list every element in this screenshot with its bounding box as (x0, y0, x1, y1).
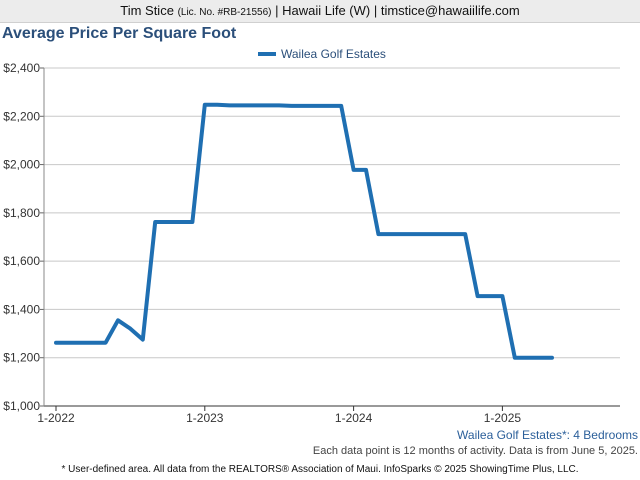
data-point[interactable] (536, 354, 544, 362)
data-point[interactable] (238, 101, 246, 109)
y-tick-label: $1,800 (3, 206, 40, 220)
data-point[interactable] (114, 316, 122, 324)
chart-subtitle: Wailea Golf Estates*: 4 Bedrooms (457, 428, 638, 442)
data-point[interactable] (188, 218, 196, 226)
data-point[interactable] (52, 339, 60, 347)
x-axis: 1-2022 1-2023 1-2024 1-2025 (37, 406, 521, 425)
legend[interactable]: Wailea Golf Estates (258, 46, 386, 62)
footer-disclaimer: * User-defined area. All data from the R… (61, 464, 579, 475)
data-point[interactable] (461, 230, 469, 238)
data-point[interactable] (263, 101, 271, 109)
data-point[interactable] (511, 354, 519, 362)
data-point[interactable] (288, 102, 296, 110)
data-point[interactable] (126, 325, 134, 333)
y-tick-label: $1,600 (3, 254, 40, 268)
data-point[interactable] (399, 230, 407, 238)
data-point[interactable] (548, 354, 556, 362)
data-point[interactable] (64, 339, 72, 347)
data-point[interactable] (77, 339, 85, 347)
header-contact: | Hawaii Life (W) | timstice@hawaiilife.… (275, 3, 520, 18)
data-point[interactable] (300, 102, 308, 110)
data-point[interactable] (412, 230, 420, 238)
data-point[interactable] (89, 339, 97, 347)
data-point[interactable] (436, 230, 444, 238)
agent-name: Tim Stice (120, 3, 174, 18)
x-tick-label: 1-2022 (37, 411, 75, 425)
data-point[interactable] (139, 336, 147, 344)
data-point[interactable] (312, 102, 320, 110)
data-point[interactable] (250, 101, 258, 109)
data-point[interactable] (102, 339, 110, 347)
series-layer (52, 101, 556, 362)
license-number: (Lic. No. #RB-21556) (177, 7, 272, 18)
y-tick-label: $2,200 (3, 109, 40, 123)
grid-lines (44, 67, 620, 407)
data-point[interactable] (387, 230, 395, 238)
x-tick-label: 1-2023 (186, 411, 224, 425)
data-point[interactable] (362, 166, 370, 174)
data-point[interactable] (337, 102, 345, 110)
data-point[interactable] (498, 292, 506, 300)
data-point[interactable] (275, 101, 283, 109)
y-tick-label: $2,000 (3, 158, 40, 172)
legend-label: Wailea Golf Estates (281, 47, 386, 61)
data-point[interactable] (474, 292, 482, 300)
data-point[interactable] (424, 230, 432, 238)
legend-swatch (258, 52, 276, 56)
data-point[interactable] (213, 101, 221, 109)
x-tick-label: 1-2025 (484, 411, 522, 425)
y-tick-label: $1,000 (3, 399, 40, 413)
x-tick-label: 1-2024 (335, 411, 373, 425)
data-note: Each data point is 12 months of activity… (312, 445, 638, 457)
data-point[interactable] (176, 218, 184, 226)
y-tick-label: $1,200 (3, 351, 40, 365)
y-tick-label: $2,400 (3, 61, 40, 75)
data-point[interactable] (374, 230, 382, 238)
data-point[interactable] (449, 230, 457, 238)
series-line[interactable] (54, 102, 554, 360)
chart-title: Average Price Per Square Foot (2, 25, 237, 42)
data-point[interactable] (325, 102, 333, 110)
data-point[interactable] (226, 101, 234, 109)
y-tick-label: $1,400 (3, 302, 40, 316)
data-point[interactable] (486, 292, 494, 300)
data-point[interactable] (523, 354, 531, 362)
data-point[interactable] (350, 166, 358, 174)
data-point[interactable] (201, 101, 209, 109)
data-point[interactable] (151, 218, 159, 226)
header-bar: Tim Stice (Lic. No. #RB-21556) | Hawaii … (0, 0, 640, 23)
data-point[interactable] (164, 218, 172, 226)
y-axis: $1,000 $1,200 $1,400 $1,600 $1,800 $2,000 $2,2… (3, 61, 45, 413)
